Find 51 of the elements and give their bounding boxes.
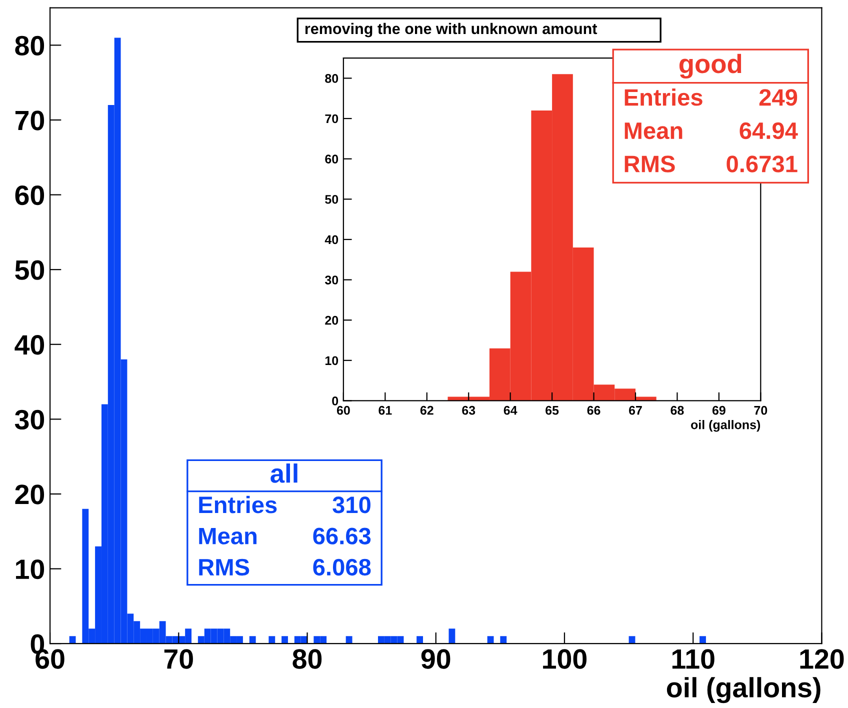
x-tick-label: 100 bbox=[543, 649, 587, 669]
annotation: RMS bbox=[624, 156, 675, 172]
x-tick-label: 120 bbox=[800, 649, 844, 669]
annotation: RMS bbox=[199, 558, 250, 576]
x-tick-label: 64 bbox=[504, 406, 518, 415]
y-tick-label: 10 bbox=[16, 559, 44, 580]
x-axis-title: oil (gallons) bbox=[691, 420, 760, 432]
y-tick-label: 50 bbox=[15, 260, 44, 280]
x-tick-label: 65 bbox=[546, 406, 559, 415]
y-tick-label: 10 bbox=[325, 356, 338, 366]
y-tick-label: 30 bbox=[14, 410, 44, 430]
y-tick-label: 30 bbox=[324, 276, 338, 284]
y-tick-label: 50 bbox=[325, 194, 338, 204]
annotation: Entries bbox=[624, 88, 702, 106]
x-tick-label: 60 bbox=[336, 406, 350, 415]
annotation: 249 bbox=[759, 89, 798, 106]
y-tick-label: 80 bbox=[15, 36, 44, 56]
x-axis-title: oil (gallons) bbox=[666, 677, 820, 704]
annotation: 66.63 bbox=[313, 528, 371, 544]
annotation: Mean bbox=[199, 528, 256, 544]
x-tick-label: 70 bbox=[754, 406, 768, 415]
y-tick-label: 20 bbox=[325, 316, 338, 325]
y-tick-label: 60 bbox=[15, 185, 44, 206]
x-tick-label: 61 bbox=[378, 406, 392, 415]
x-tick-label: 70 bbox=[164, 649, 193, 669]
annotation: 6.068 bbox=[313, 558, 371, 576]
y-tick-label: 20 bbox=[15, 484, 44, 504]
x-tick-label: 110 bbox=[672, 649, 714, 669]
y-tick-label: 70 bbox=[15, 110, 44, 130]
y-tick-label: 80 bbox=[325, 74, 338, 83]
annotation: all bbox=[270, 463, 298, 483]
annotation: Entries bbox=[199, 496, 277, 514]
annotation: 310 bbox=[332, 496, 370, 514]
annotation: 64.94 bbox=[740, 122, 798, 140]
x-tick-label: 90 bbox=[421, 649, 450, 669]
y-tick-label: 60 bbox=[325, 154, 338, 164]
annotation: Mean bbox=[624, 122, 682, 140]
y-tick-label: 70 bbox=[325, 114, 338, 124]
x-tick-label: 62 bbox=[420, 406, 434, 415]
x-tick-label: 67 bbox=[628, 406, 642, 415]
y-tick-label: 0 bbox=[332, 396, 338, 406]
y-tick-label: 40 bbox=[324, 235, 338, 244]
x-tick-label: 69 bbox=[712, 406, 726, 415]
annotation: 0.6731 bbox=[726, 156, 798, 172]
y-tick-label: 40 bbox=[14, 335, 44, 355]
x-tick-label: 63 bbox=[462, 406, 476, 415]
x-tick-label: 66 bbox=[587, 406, 600, 415]
annotation: good bbox=[679, 54, 742, 79]
chart-title: removing the one with unknown amount bbox=[305, 22, 598, 38]
x-tick-label: 68 bbox=[670, 406, 684, 415]
x-tick-label: 80 bbox=[292, 649, 322, 669]
